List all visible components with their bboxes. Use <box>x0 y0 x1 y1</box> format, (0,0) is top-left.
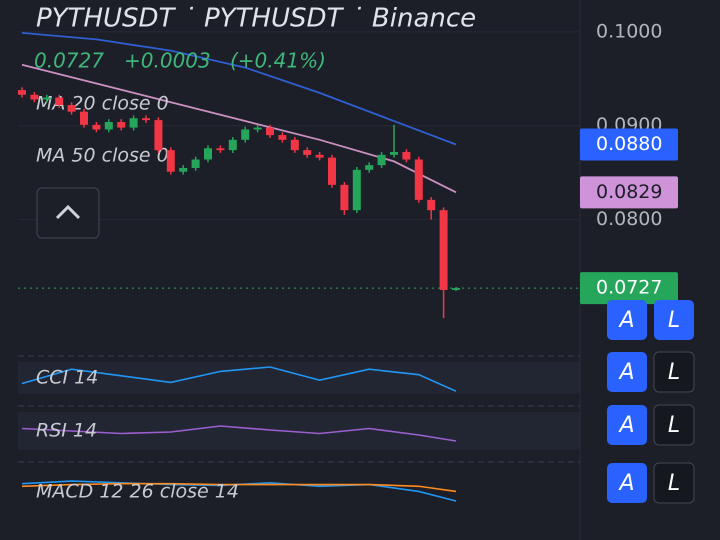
candle-body <box>328 157 336 185</box>
candle-body <box>315 154 324 158</box>
candle-body <box>204 148 212 160</box>
price-tag <box>580 272 678 305</box>
candle-body <box>290 139 299 151</box>
candle-body <box>452 288 460 290</box>
collapse-button[interactable] <box>36 187 100 239</box>
indicator-label: RSI 14 <box>36 420 97 442</box>
price-change-pct: (+0.41%) <box>230 49 326 73</box>
candle-body <box>216 148 225 151</box>
panel-band <box>18 412 580 450</box>
toolbar-button-label: L <box>668 471 680 496</box>
toolbar-button[interactable] <box>607 300 647 340</box>
candle-body <box>241 129 250 140</box>
candle-body <box>228 139 237 151</box>
candle-body <box>166 150 175 172</box>
candle-body <box>92 124 101 130</box>
candle-body <box>142 118 150 121</box>
candle-body <box>42 97 51 100</box>
candle-body <box>30 94 39 100</box>
toolbar-button[interactable] <box>607 463 647 503</box>
candle-body <box>340 184 349 211</box>
legend-ma50: MA 50 close 0 <box>36 145 169 167</box>
candle-body <box>191 159 200 168</box>
candle-body <box>253 127 262 130</box>
toolbar-button-label: L <box>668 308 680 333</box>
candle-body <box>377 154 386 166</box>
y-tick-label: 0.1000 <box>596 20 662 42</box>
candle-body <box>427 199 436 211</box>
candle-body <box>154 120 163 151</box>
candle-body <box>402 152 411 160</box>
price-tag-label: 0.0880 <box>596 133 662 155</box>
candle-body <box>179 167 188 172</box>
candle-body <box>266 127 274 136</box>
toolbar-button[interactable] <box>653 462 695 504</box>
toolbar-button[interactable] <box>607 352 647 392</box>
toolbar-button[interactable] <box>607 405 647 445</box>
candle-body <box>414 159 423 200</box>
candle-body <box>117 121 126 128</box>
candle-body <box>129 118 138 128</box>
price-tag <box>580 176 678 209</box>
candle-body <box>365 165 374 170</box>
indicator-label: MACD 12 26 close 14 <box>36 481 239 503</box>
toolbar-button[interactable] <box>654 300 694 340</box>
indicator-label: CCI 14 <box>36 367 98 389</box>
candle-body <box>67 105 76 112</box>
price-tag <box>580 128 678 161</box>
moving-average-line <box>21 63 457 194</box>
candle-body <box>303 150 312 155</box>
last-price: 0.0727 <box>34 49 104 73</box>
toolbar-button[interactable] <box>653 404 695 446</box>
toolbar-button-label: L <box>668 413 680 438</box>
candle-body <box>55 97 64 106</box>
price-tag-label: 0.0829 <box>596 181 662 203</box>
price-tag-label: 0.0727 <box>596 277 662 299</box>
candle-body <box>18 90 26 95</box>
indicator-line <box>21 425 457 442</box>
toolbar-button-label: A <box>617 471 634 496</box>
chevron-icon <box>55 204 81 220</box>
toolbar-button-label: A <box>617 413 634 438</box>
moving-average-line <box>21 31 457 146</box>
candle-body <box>278 135 287 140</box>
toolbar-button-label: A <box>617 360 634 385</box>
candle-body <box>104 121 113 130</box>
panel-band <box>18 362 580 394</box>
symbol-title: PYTHUSDT ˙ PYTHUSDT ˙ Binance <box>36 4 476 34</box>
candle-body <box>80 111 88 125</box>
toolbar-button-label: A <box>617 308 634 333</box>
price-change: +0.0003 <box>124 49 211 73</box>
y-tick-label: 0.0800 <box>596 208 662 230</box>
candle-body <box>390 152 398 155</box>
indicator-line <box>21 482 457 493</box>
toolbar-button[interactable] <box>653 351 695 393</box>
toolbar-button-label: L <box>668 360 680 385</box>
candle-body <box>352 169 361 211</box>
indicator-line <box>21 366 457 392</box>
candle-body <box>439 210 448 290</box>
